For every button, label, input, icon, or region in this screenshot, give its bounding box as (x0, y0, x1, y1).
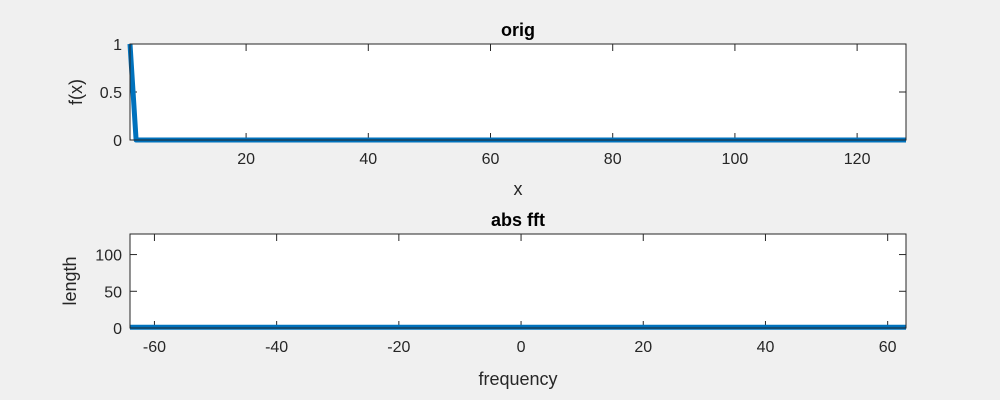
tick-group: -60 -40 -20 0 20 40 60 0 50 100 (95, 234, 906, 356)
y-tick-label: 0 (113, 133, 122, 150)
y-tick-label: 0 (113, 321, 122, 338)
x-tick-label: -60 (143, 339, 166, 356)
x-tick-label: 60 (482, 151, 500, 168)
chart-title: orig (501, 20, 535, 40)
x-tick-label: 40 (757, 339, 775, 356)
x-tick-label: 20 (634, 339, 652, 356)
x-axis-label: frequency (478, 369, 557, 389)
axes-box (129, 43, 907, 141)
chart-title: abs fft (491, 210, 545, 230)
y-tick-label: 50 (104, 284, 122, 301)
x-tick-label: 120 (844, 151, 871, 168)
x-axis-label: x (514, 179, 523, 199)
x-tick-label: 100 (722, 151, 749, 168)
chart-abs-fft: abs fft frequency length -60 -40 -20 0 20 40 6… (60, 210, 907, 389)
x-tick-label: 40 (359, 151, 377, 168)
plot-area (130, 234, 906, 328)
x-tick-label: 0 (517, 339, 526, 356)
plot-area (130, 44, 906, 140)
x-tick-label: 60 (879, 339, 897, 356)
y-tick-label: 100 (95, 248, 122, 265)
x-tick-label: -20 (387, 339, 410, 356)
x-tick-label: -40 (265, 339, 288, 356)
axes-box (129, 233, 907, 329)
chart-orig: orig x f(x) 20 40 60 80 100 120 0 0.5 1 (66, 20, 907, 199)
x-tick-label: 20 (237, 151, 255, 168)
y-axis-label: length (60, 256, 80, 305)
y-tick-label: 0.5 (100, 85, 122, 102)
x-tick-label: 80 (604, 151, 622, 168)
y-axis-label: f(x) (66, 79, 86, 105)
y-tick-label: 1 (113, 37, 122, 54)
